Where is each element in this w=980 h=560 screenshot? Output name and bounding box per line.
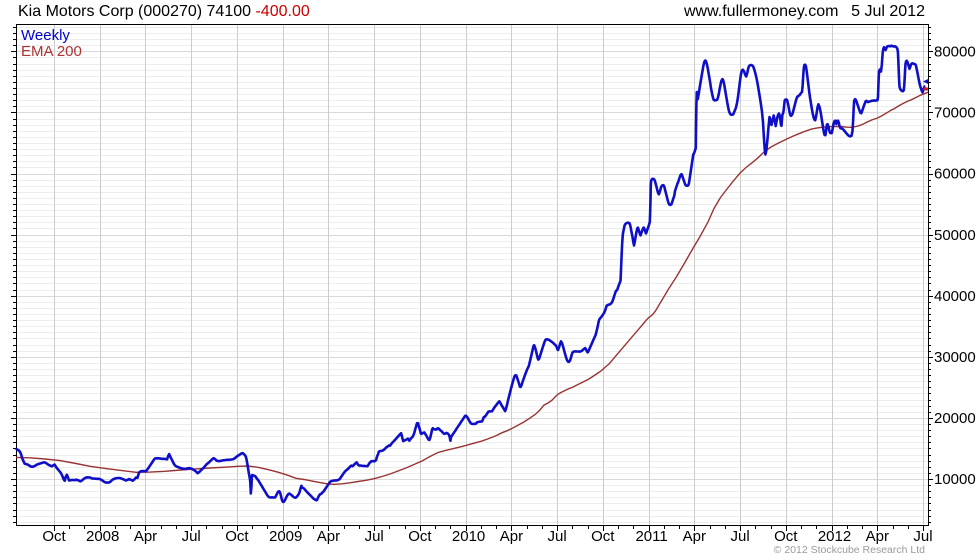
svg-text:Kia Motors Corp (000270) 74100: Kia Motors Corp (000270) 74100 -400.00: [18, 3, 310, 20]
svg-text:Apr: Apr: [134, 528, 157, 545]
svg-text:Jul: Jul: [731, 528, 750, 545]
svg-text:5 Jul 2012: 5 Jul 2012: [851, 3, 925, 20]
svg-text:Weekly: Weekly: [21, 27, 70, 44]
svg-text:Oct: Oct: [225, 528, 249, 545]
svg-text:Jul: Jul: [548, 528, 567, 545]
svg-text:50000: 50000: [934, 227, 976, 244]
svg-text:20000: 20000: [934, 410, 976, 427]
svg-text:© 2012 Stockcube Research Ltd: © 2012 Stockcube Research Ltd: [774, 544, 925, 556]
svg-text:Oct: Oct: [42, 528, 66, 545]
svg-text:60000: 60000: [934, 166, 976, 183]
svg-text:Jul: Jul: [913, 528, 932, 545]
svg-text:40000: 40000: [934, 288, 976, 305]
svg-text:Jul: Jul: [365, 528, 384, 545]
svg-text:Jul: Jul: [182, 528, 201, 545]
svg-text:EMA 200: EMA 200: [21, 43, 82, 60]
svg-text:70000: 70000: [934, 105, 976, 122]
svg-text:Apr: Apr: [500, 528, 523, 545]
svg-text:10000: 10000: [934, 471, 976, 488]
svg-text:Apr: Apr: [866, 528, 889, 545]
svg-text:2010: 2010: [452, 528, 485, 545]
svg-text:2011: 2011: [635, 528, 667, 545]
svg-text:80000: 80000: [934, 44, 976, 61]
svg-text:30000: 30000: [934, 349, 976, 366]
svg-text:Oct: Oct: [591, 528, 615, 545]
svg-text:Oct: Oct: [408, 528, 432, 545]
svg-text:2012: 2012: [818, 528, 851, 545]
svg-text:www.fullermoney.com: www.fullermoney.com: [683, 3, 838, 20]
svg-text:Oct: Oct: [774, 528, 798, 545]
svg-text:2009: 2009: [269, 528, 302, 545]
svg-text:2008: 2008: [86, 528, 119, 545]
svg-text:Apr: Apr: [683, 528, 706, 545]
svg-text:Apr: Apr: [317, 528, 340, 545]
